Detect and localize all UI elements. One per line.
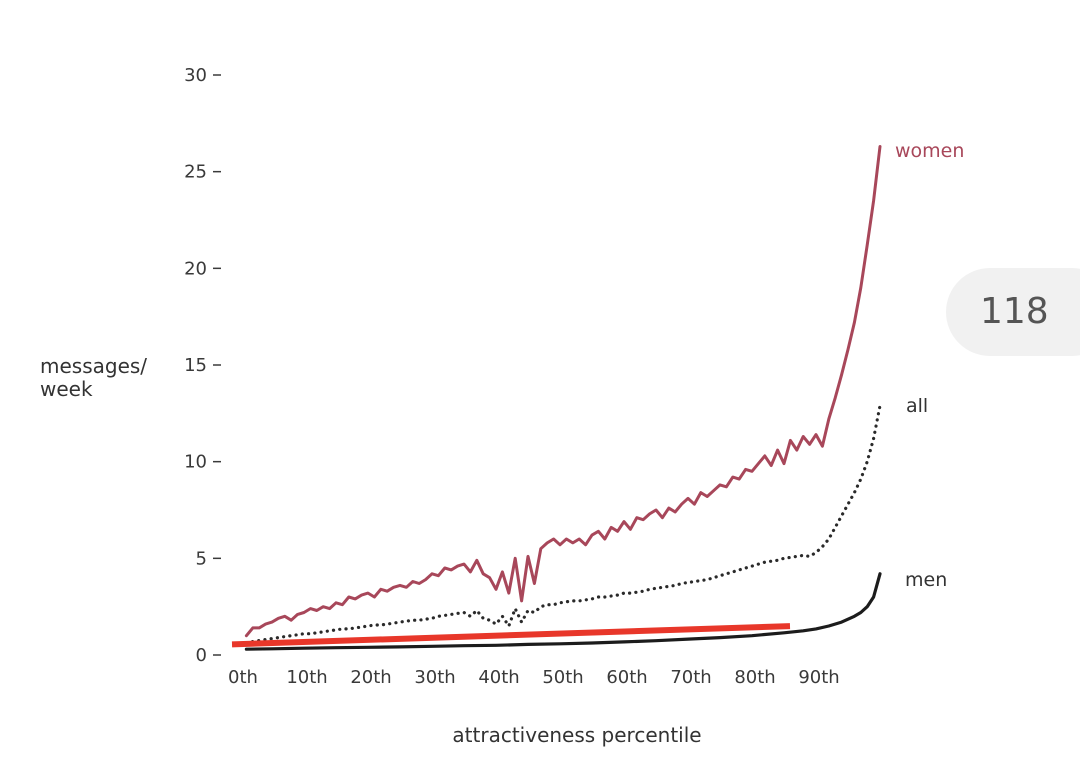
series-label-men: men xyxy=(905,569,947,591)
x-tick-label: 40th xyxy=(478,667,519,688)
x-tick-label: 90th xyxy=(798,667,839,688)
x-tick-label: 0th xyxy=(228,667,258,688)
annotation-layer xyxy=(231,623,791,648)
x-tick-label: 80th xyxy=(734,667,775,688)
y-tick-label: 15 xyxy=(184,355,207,376)
series-line-men xyxy=(244,572,882,651)
series-line-women xyxy=(244,145,882,638)
x-tick-label: 70th xyxy=(670,667,711,688)
series-label-all: all xyxy=(906,395,928,417)
y-tick-label: 25 xyxy=(184,162,207,183)
x-tick-label: 50th xyxy=(542,667,583,688)
series-labels: women all men xyxy=(895,140,964,591)
x-axis-label: attractiveness percentile xyxy=(452,723,701,747)
x-tick-label: 30th xyxy=(414,667,455,688)
y-axis: 0 5 10 15 20 25 30 xyxy=(184,65,221,666)
red-annotation-line xyxy=(231,623,791,648)
y-tick-label: 20 xyxy=(184,258,207,279)
x-tick-label: 10th xyxy=(286,667,327,688)
x-axis: 0th 10th 20th 30th 40th 50th 60th 70th 80th 90th xyxy=(228,667,840,688)
page-number-badge: 118 xyxy=(946,268,1080,356)
x-tick-label: 20th xyxy=(350,667,391,688)
series-line-all xyxy=(244,404,882,646)
x-tick-label: 60th xyxy=(606,667,647,688)
series-label-women: women xyxy=(895,140,964,162)
y-axis-label: messages/ week xyxy=(40,354,153,401)
y-tick-label: 0 xyxy=(196,645,207,666)
series-layer xyxy=(244,145,882,651)
y-axis-label-line: messages/ xyxy=(40,354,147,378)
y-tick-label: 5 xyxy=(196,548,207,569)
y-tick-label: 30 xyxy=(184,65,207,86)
y-tick-label: 10 xyxy=(184,452,207,473)
y-axis-label-line: week xyxy=(40,377,93,401)
